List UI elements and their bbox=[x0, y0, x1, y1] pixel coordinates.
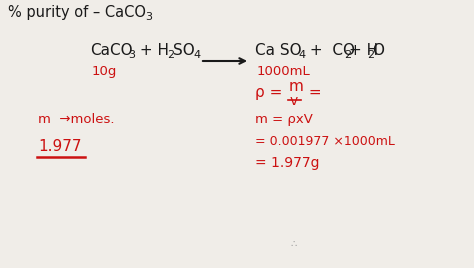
Text: =: = bbox=[304, 85, 322, 100]
Text: 1000mL: 1000mL bbox=[257, 65, 311, 78]
Text: 4: 4 bbox=[298, 50, 305, 60]
Text: Ca SO: Ca SO bbox=[255, 43, 301, 58]
Text: 2: 2 bbox=[167, 50, 174, 60]
Text: = 1.977g: = 1.977g bbox=[255, 156, 319, 170]
Text: + H: + H bbox=[135, 43, 169, 58]
Text: 3: 3 bbox=[128, 50, 135, 60]
Text: O: O bbox=[372, 43, 384, 58]
Text: CaCO: CaCO bbox=[90, 43, 133, 58]
Text: 2: 2 bbox=[367, 50, 374, 60]
Text: +  CO: + CO bbox=[305, 43, 355, 58]
Text: = 0.001977 ×1000mL: = 0.001977 ×1000mL bbox=[255, 135, 395, 148]
Text: m  →moles.: m →moles. bbox=[38, 113, 115, 126]
Text: 10g: 10g bbox=[92, 65, 118, 78]
Text: m = ρxV: m = ρxV bbox=[255, 113, 313, 126]
Text: + H: + H bbox=[349, 43, 378, 58]
Text: v: v bbox=[290, 94, 298, 108]
Text: ∴: ∴ bbox=[291, 239, 297, 249]
Text: 2: 2 bbox=[344, 50, 351, 60]
Text: m: m bbox=[289, 79, 304, 94]
Text: ρ =: ρ = bbox=[255, 85, 287, 100]
Text: % purity of – CaCO: % purity of – CaCO bbox=[8, 5, 146, 20]
Text: 1.977: 1.977 bbox=[38, 139, 82, 154]
Text: 4: 4 bbox=[193, 50, 200, 60]
Text: 3: 3 bbox=[145, 12, 152, 22]
Text: SO: SO bbox=[173, 43, 195, 58]
